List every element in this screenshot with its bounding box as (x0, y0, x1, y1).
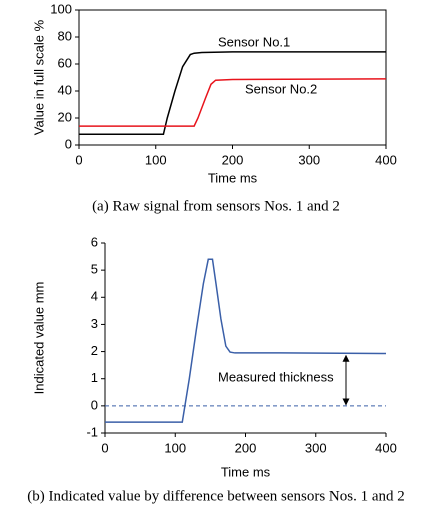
y-tick-label: 20 (58, 109, 72, 124)
series-line (79, 78, 387, 127)
y-tick-label: 4 (91, 289, 98, 304)
x-tick-label: 100 (164, 440, 186, 455)
x-tick-label: 200 (222, 152, 244, 167)
plot-frame (78, 9, 387, 146)
y-tick-label: 5 (91, 262, 98, 277)
y-axis-label: Indicated value mm (31, 282, 46, 395)
x-tick-label: 200 (235, 440, 257, 455)
y-tick-label: 0 (65, 136, 72, 151)
x-tick-label: 300 (305, 440, 327, 455)
y-tick-label: 6 (91, 234, 98, 249)
y-axis-label: Value in full scale % (31, 19, 46, 135)
y-tick-label: 0 (91, 397, 98, 412)
x-axis-label: Time ms (221, 464, 271, 479)
x-axis-label: Time ms (208, 170, 258, 185)
x-tick-label: 400 (375, 152, 397, 167)
caption: (a) Raw signal from sensors Nos. 1 and 2 (92, 198, 340, 214)
y-tick-label: 100 (50, 1, 72, 16)
y-tick-label: 60 (58, 55, 72, 70)
y-tick-label: 40 (58, 82, 72, 97)
x-tick-label: 400 (375, 440, 397, 455)
caption: (b) Indicated value by difference betwee… (27, 488, 405, 504)
y-tick-label: 3 (91, 316, 98, 331)
series-line (105, 258, 387, 423)
annotation: Measured thickness (218, 369, 334, 384)
y-tick-label: 80 (58, 28, 72, 43)
series-line (79, 51, 386, 135)
x-tick-label: 0 (75, 152, 82, 167)
y-tick-label: -1 (86, 424, 98, 439)
x-tick-label: 300 (298, 152, 320, 167)
series-label: Sensor No.1 (218, 34, 290, 49)
y-tick-label: 2 (91, 343, 98, 358)
series-label: Sensor No.2 (245, 81, 317, 96)
x-tick-label: 0 (101, 440, 108, 455)
x-tick-label: 100 (145, 152, 167, 167)
y-tick-label: 1 (91, 370, 98, 385)
